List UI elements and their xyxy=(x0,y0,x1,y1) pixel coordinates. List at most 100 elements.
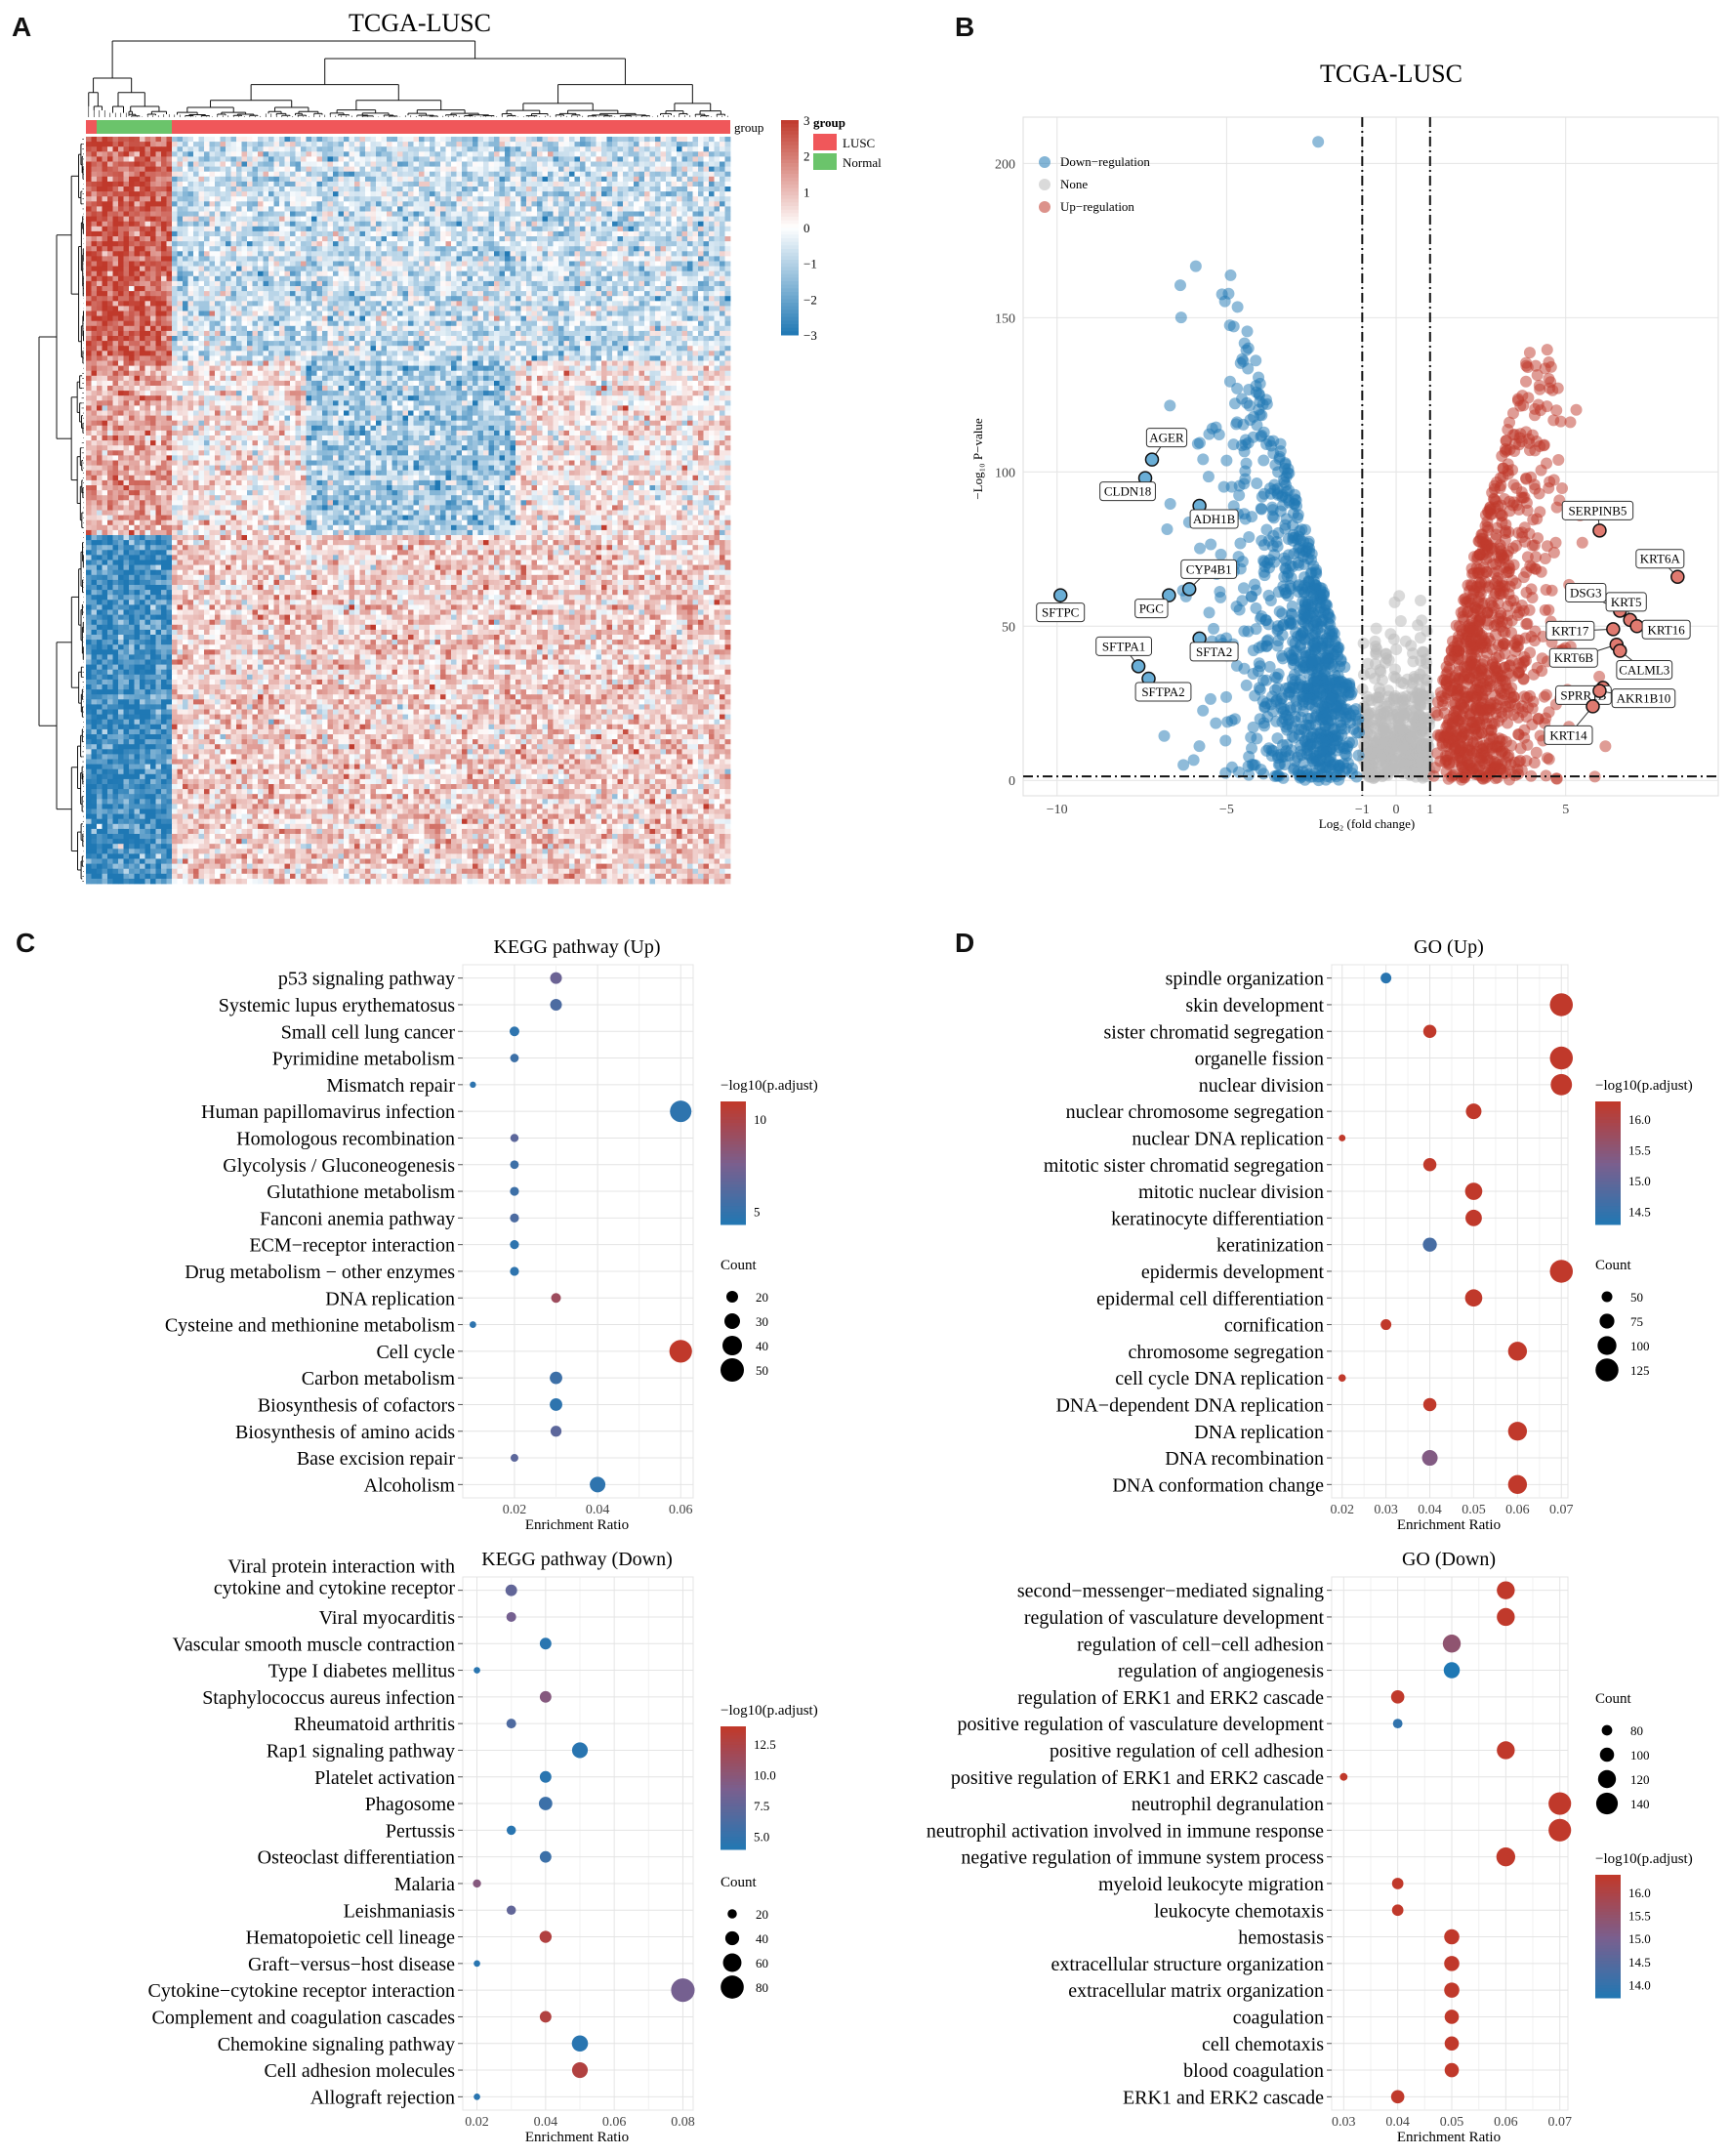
heatmap-cell xyxy=(253,191,259,197)
heatmap-cell xyxy=(526,267,532,272)
heatmap-cell xyxy=(264,156,269,162)
heatmap-cell xyxy=(655,267,661,272)
heatmap-cell xyxy=(462,217,468,223)
heatmap-cell xyxy=(311,227,317,232)
heatmap-cell xyxy=(167,182,173,187)
heatmap-cell xyxy=(720,212,725,218)
heatmap-cell xyxy=(634,187,639,192)
heatmap-cell xyxy=(558,212,564,218)
heatmap-cell xyxy=(591,201,597,207)
heatmap-cell xyxy=(644,267,650,272)
heatmap-cell xyxy=(601,187,607,192)
heatmap-cell xyxy=(575,167,581,173)
heatmap-cell xyxy=(564,251,570,257)
heatmap-cell xyxy=(328,177,334,183)
heatmap-cell xyxy=(350,212,355,218)
heatmap-cell xyxy=(178,217,184,223)
heatmap-cell xyxy=(489,206,495,212)
heatmap-cell xyxy=(698,231,704,237)
heatmap-cell xyxy=(446,142,452,147)
heatmap-cell xyxy=(597,246,602,252)
heatmap-cell xyxy=(655,151,661,157)
heatmap-cell xyxy=(661,182,667,187)
heatmap-cell xyxy=(296,162,302,168)
heatmap-cell xyxy=(414,262,420,268)
heatmap-cell xyxy=(274,262,280,268)
heatmap-cell xyxy=(307,206,312,212)
heatmap-cell xyxy=(199,167,205,173)
heatmap-cell xyxy=(322,151,328,157)
heatmap-cell xyxy=(113,142,119,147)
heatmap-cell xyxy=(537,222,543,228)
heatmap-cell xyxy=(580,151,586,157)
heatmap-cell xyxy=(365,231,371,237)
heatmap-cell xyxy=(672,162,678,168)
heatmap-cell xyxy=(425,241,431,247)
heatmap-cell xyxy=(161,201,167,207)
heatmap-cell xyxy=(167,267,173,272)
heatmap-cell xyxy=(365,137,371,143)
heatmap-cell xyxy=(511,256,516,262)
heatmap-cell xyxy=(575,212,581,218)
heatmap-cell xyxy=(644,256,650,262)
heatmap-cell xyxy=(639,267,645,272)
heatmap-cell xyxy=(537,177,543,183)
column-dendrogram xyxy=(89,41,728,117)
heatmap-cell xyxy=(253,241,259,247)
heatmap-cell xyxy=(677,142,682,147)
heatmap-cell xyxy=(607,227,613,232)
heatmap-cell xyxy=(478,222,484,228)
heatmap-cell xyxy=(580,251,586,257)
heatmap-cell xyxy=(629,142,635,147)
heatmap-cell xyxy=(511,231,516,237)
heatmap-cell xyxy=(145,142,151,147)
heatmap-cell xyxy=(634,196,639,202)
heatmap-cell xyxy=(419,191,425,197)
heatmap-cell xyxy=(231,162,237,168)
heatmap-cell xyxy=(435,267,441,272)
heatmap-cell xyxy=(328,246,334,252)
heatmap-cell xyxy=(150,251,156,257)
heatmap-cell xyxy=(451,206,457,212)
heatmap-cell xyxy=(204,267,210,272)
heatmap-cell xyxy=(698,271,704,277)
heatmap-cell xyxy=(720,217,725,223)
heatmap-cell xyxy=(478,236,484,242)
heatmap-cell xyxy=(591,231,597,237)
heatmap-cell xyxy=(451,156,457,162)
heatmap-cell xyxy=(644,182,650,187)
heatmap-cell xyxy=(231,267,237,272)
heatmap-cell xyxy=(511,156,516,162)
heatmap-cell xyxy=(150,231,156,237)
heatmap-cell xyxy=(408,262,414,268)
heatmap-cell xyxy=(618,251,624,257)
heatmap-cell xyxy=(634,256,639,262)
heatmap-cell xyxy=(468,241,474,247)
heatmap-cell xyxy=(457,196,463,202)
heatmap-cell xyxy=(650,172,656,178)
heatmap-cell xyxy=(457,156,463,162)
heatmap-cell xyxy=(253,146,259,152)
heatmap-cell xyxy=(543,206,549,212)
heatmap-cell xyxy=(511,187,516,192)
heatmap-cell xyxy=(285,217,291,223)
heatmap-cell xyxy=(586,187,592,192)
heatmap-cell xyxy=(558,236,564,242)
heatmap-cell xyxy=(382,167,388,173)
heatmap-cell xyxy=(317,246,323,252)
heatmap-cell xyxy=(264,167,269,173)
heatmap-cell xyxy=(634,177,639,183)
heatmap-cell xyxy=(113,276,119,282)
heatmap-cell xyxy=(591,146,597,152)
heatmap-cell xyxy=(365,271,371,277)
heatmap-cell xyxy=(629,251,635,257)
heatmap-cell xyxy=(107,212,113,218)
heatmap-cell xyxy=(199,191,205,197)
heatmap-cell xyxy=(564,241,570,247)
heatmap-cell xyxy=(226,236,231,242)
heatmap-cell xyxy=(580,212,586,218)
heatmap-cell xyxy=(677,182,682,187)
heatmap-cell xyxy=(97,196,103,202)
heatmap-cell xyxy=(709,151,715,157)
heatmap-cell xyxy=(607,206,613,212)
